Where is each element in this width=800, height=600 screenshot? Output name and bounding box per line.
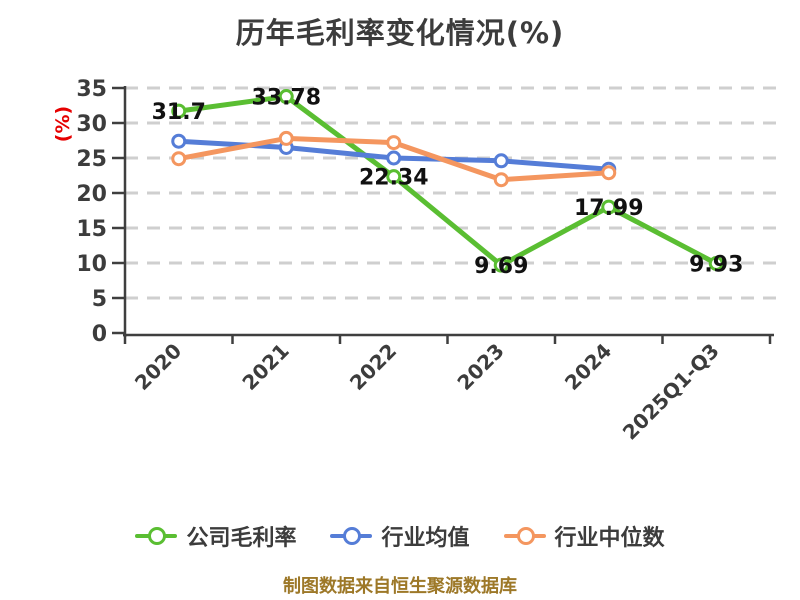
data-point-0-3	[493, 257, 509, 273]
data-label-0-3: 9.69	[474, 254, 528, 279]
data-label-0-1: 33.78	[251, 86, 321, 111]
x-tick-label: 2021	[237, 339, 293, 395]
data-point-0-1	[278, 89, 294, 105]
y-tick-label: 30	[76, 112, 107, 137]
y-tick-label: 0	[92, 322, 107, 347]
data-point-2-4	[601, 165, 617, 181]
legend-label: 公司毛利率	[186, 526, 297, 551]
data-point-2-1	[278, 130, 294, 146]
data-point-0-4	[601, 199, 617, 215]
data-label-0-5: 9.93	[689, 252, 743, 277]
data-source-caption: 制图数据来自恒生聚源数据库	[283, 576, 517, 597]
data-point-1-2	[386, 150, 402, 166]
data-point-2-2	[386, 135, 402, 151]
data-point-1-0	[171, 133, 187, 149]
data-point-0-5	[708, 255, 724, 271]
data-label-0-2: 22.34	[359, 166, 429, 191]
y-tick-label: 35	[76, 77, 107, 102]
legend-item-1[interactable]: 行业均值	[330, 520, 470, 552]
legend-line-circle-icon	[135, 526, 178, 546]
legend-label: 行业均值	[381, 526, 470, 551]
data-point-0-2	[386, 169, 402, 185]
y-tick-label: 5	[92, 287, 107, 312]
x-tick-label: 2023	[452, 339, 508, 395]
x-tick-label: 2022	[345, 339, 401, 395]
y-tick-label: 20	[76, 182, 107, 207]
data-point-1-3	[493, 153, 509, 169]
data-label-0-4: 17.99	[574, 196, 644, 221]
y-tick-label: 25	[76, 147, 107, 172]
legend-item-2[interactable]: 行业中位数	[503, 520, 665, 552]
x-tick-label: 2020	[130, 339, 186, 395]
legend: 公司毛利率 行业均值 行业中位数	[0, 520, 800, 552]
y-tick-label: 15	[76, 217, 107, 242]
x-tick-label: 2025Q1-Q3	[618, 339, 724, 445]
legend-item-0[interactable]: 公司毛利率	[135, 520, 296, 552]
data-point-2-3	[493, 172, 509, 188]
data-point-2-0	[171, 151, 187, 167]
chart-title: 历年毛利率变化情况(%)	[235, 16, 565, 50]
series-line-0	[176, 94, 719, 268]
y-tick-label: 10	[76, 252, 107, 277]
legend-line-circle-icon	[330, 526, 373, 546]
legend-line-circle-icon	[503, 526, 546, 546]
x-tick-label: 2024	[560, 339, 616, 395]
data-label-0-0: 31.7	[152, 100, 206, 125]
data-point-0-0	[171, 103, 187, 119]
legend-label: 行业中位数	[554, 526, 665, 551]
